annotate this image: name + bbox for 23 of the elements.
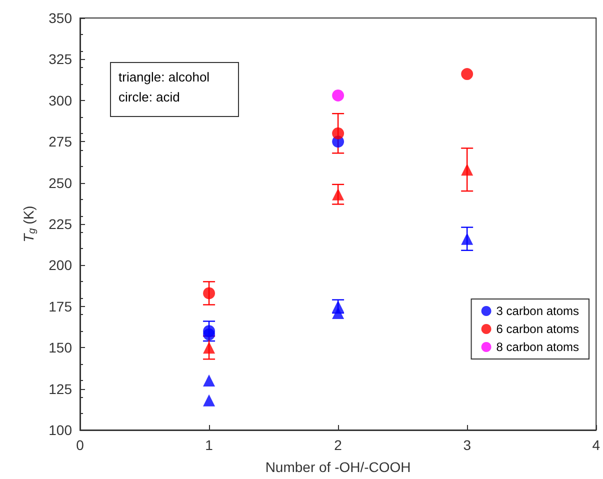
- y-tick-label: 175: [48, 298, 72, 314]
- annotation: circle: acid: [118, 90, 180, 104]
- x-tick-label: 2: [334, 437, 342, 453]
- y-tick-label: 300: [48, 92, 72, 108]
- y-tick-label: 150: [48, 340, 72, 356]
- legend-label: 3 carbon atoms: [496, 304, 580, 318]
- x-axis-title: Number of -OH/-COOH: [265, 459, 411, 475]
- y-tick-label: 350: [48, 10, 72, 26]
- legend-label: 8 carbon atoms: [496, 340, 580, 354]
- legend-label: 6 carbon atoms: [496, 322, 580, 336]
- x-tick-label: 0: [76, 437, 84, 453]
- y-tick-label: 325: [48, 51, 72, 68]
- annotation: triangle: alcohol: [118, 70, 210, 84]
- y-tick-label: 250: [48, 174, 72, 191]
- y-tick-label: 225: [48, 216, 72, 232]
- y-tick-label: 100: [48, 422, 72, 438]
- x-tick-label: 3: [463, 437, 472, 453]
- y-axis-title: Tg (K): [20, 206, 38, 242]
- x-tick-label: 1: [205, 437, 214, 453]
- y-tick-label: 200: [48, 257, 72, 274]
- y-tick-label: 125: [48, 380, 72, 397]
- y-tick-label: 275: [48, 134, 72, 150]
- x-tick-label: 4: [592, 437, 600, 453]
